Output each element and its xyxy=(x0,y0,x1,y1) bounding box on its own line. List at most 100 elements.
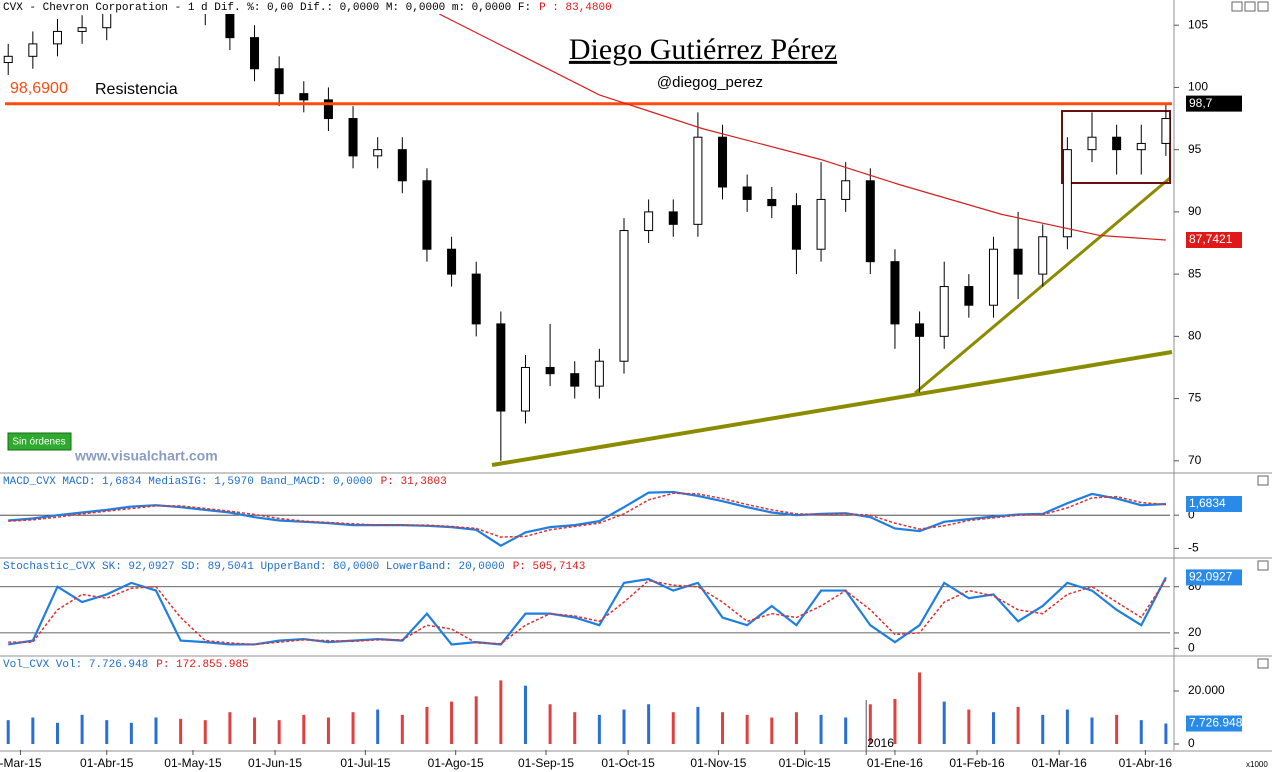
volume-bar xyxy=(868,704,872,745)
chart-subtitle: @diegog_perez xyxy=(657,74,763,91)
y-tick-label: 70 xyxy=(1188,453,1202,467)
volume-bar xyxy=(228,712,232,745)
value-box-label: 87,7421 xyxy=(1189,232,1233,246)
button[interactable] xyxy=(1231,1,1243,12)
volume-bar xyxy=(844,717,848,745)
button[interactable] xyxy=(7,432,72,451)
value-box-label: 92,0927 xyxy=(1189,570,1233,584)
x-tick-label: 01-Oct-15 xyxy=(601,756,655,770)
range-box xyxy=(1061,110,1171,184)
y-tick-label: 0 xyxy=(1188,507,1195,521)
candle-body xyxy=(471,273,481,325)
unit-label: x1000 xyxy=(1246,760,1268,769)
panel-header-text: Vol_CVX Vol: 7.726.948 xyxy=(3,659,148,671)
series-line xyxy=(8,492,1166,538)
series-line xyxy=(8,576,1167,646)
panel-header-text: Stochastic_CVX SK: 92,0927 SD: 89,5041 U… xyxy=(3,561,505,573)
header-p: P : 83,4800 xyxy=(539,2,612,14)
x-tick-label: 01-Feb-16 xyxy=(949,756,1005,770)
candle-body xyxy=(348,118,358,157)
chart-title: Diego Gutiérrez Pérez xyxy=(569,33,837,66)
value-box xyxy=(1186,95,1242,112)
x-tick-label: 01-Abr-15 xyxy=(80,756,134,770)
candle-body xyxy=(1038,236,1048,275)
y-tick-label: 20.000 xyxy=(1188,683,1225,697)
volume-bar xyxy=(918,672,922,745)
candle-body xyxy=(323,99,333,120)
candle-body xyxy=(915,323,925,337)
candle-body xyxy=(447,248,457,275)
resistance-value: 98,6900 xyxy=(10,80,68,97)
volume-bar xyxy=(597,714,601,745)
volume-bar xyxy=(1115,714,1119,745)
button[interactable] xyxy=(1257,560,1269,571)
x-tick-label: 01-May-15 xyxy=(164,756,222,770)
volume-bar xyxy=(622,709,626,745)
candle-body xyxy=(496,323,506,412)
volume-bar xyxy=(277,720,281,745)
moving-average xyxy=(438,14,1166,241)
button[interactable] xyxy=(1257,475,1269,486)
candle-body xyxy=(791,205,801,250)
panel-header-p: P: 172.855.985 xyxy=(156,659,248,671)
watermark: www.visualchart.com xyxy=(74,448,218,464)
candle-body xyxy=(3,55,13,64)
value-box-label: 1,6834 xyxy=(1189,496,1226,510)
volume-bar xyxy=(351,712,355,745)
volume-bar xyxy=(523,685,527,745)
volume-bar xyxy=(326,717,330,745)
value-box-label: 98,7 xyxy=(1189,96,1213,110)
y-tick-label: 20 xyxy=(1188,625,1202,639)
x-tick-label: 01-Jul-15 xyxy=(340,756,390,770)
candle-body xyxy=(250,37,260,70)
y-tick-label: 0 xyxy=(1188,640,1195,654)
candle-body xyxy=(225,14,235,39)
volume-bar xyxy=(6,720,10,745)
volume-bar xyxy=(573,712,577,745)
volume-bar xyxy=(721,712,725,745)
button[interactable] xyxy=(1257,658,1269,669)
volume-bar xyxy=(474,696,478,745)
volume-bar xyxy=(1164,723,1168,745)
button[interactable] xyxy=(1244,1,1256,12)
volume-bar xyxy=(819,714,823,745)
y-tick-label: 90 xyxy=(1188,204,1202,218)
candle-body xyxy=(865,180,875,263)
volume-bar xyxy=(80,714,84,745)
header-text: CVX - Chevron Corporation - 1 d Dif. %: … xyxy=(3,2,531,14)
volume-bar xyxy=(1041,714,1045,745)
value-box xyxy=(1186,231,1242,248)
candle-body xyxy=(28,43,38,57)
panel-header-p: P: 505,7143 xyxy=(513,561,586,573)
volume-bar xyxy=(499,680,503,745)
candle-body xyxy=(964,286,974,306)
candle-body xyxy=(520,366,530,412)
candle-body xyxy=(570,373,580,387)
y-tick-label: 105 xyxy=(1188,17,1208,31)
panel-header: Vol_CVX Vol: 7.726.948 P: 172.855.985 xyxy=(3,659,249,671)
y-tick-label: 95 xyxy=(1188,142,1202,156)
button[interactable] xyxy=(1257,1,1269,12)
header: CVX - Chevron Corporation - 1 d Dif. %: … xyxy=(3,2,612,14)
year-label: 2016 xyxy=(867,736,894,750)
panel-header-p: P: 31,3803 xyxy=(381,476,447,488)
volume-bar xyxy=(1139,720,1143,745)
trend-line xyxy=(491,350,1173,467)
candle-body xyxy=(1087,136,1097,151)
x-tick-label: 01-Ago-15 xyxy=(428,756,484,770)
candle-body xyxy=(77,27,87,32)
resistance-name: Resistencia xyxy=(95,81,178,98)
value-box xyxy=(1186,569,1242,586)
volume-bar xyxy=(105,720,109,745)
x-tick-label: 01-Dic-15 xyxy=(779,756,831,770)
candle-body xyxy=(102,14,112,29)
volume-bar xyxy=(376,709,380,745)
candle-body xyxy=(890,261,900,325)
y-tick-label: -5 xyxy=(1188,541,1199,555)
button-label[interactable]: Sin órdenes xyxy=(12,437,65,448)
x-tick-label: -Mar-15 xyxy=(0,756,42,770)
volume-bar xyxy=(1090,717,1094,745)
candle-body xyxy=(373,149,383,157)
